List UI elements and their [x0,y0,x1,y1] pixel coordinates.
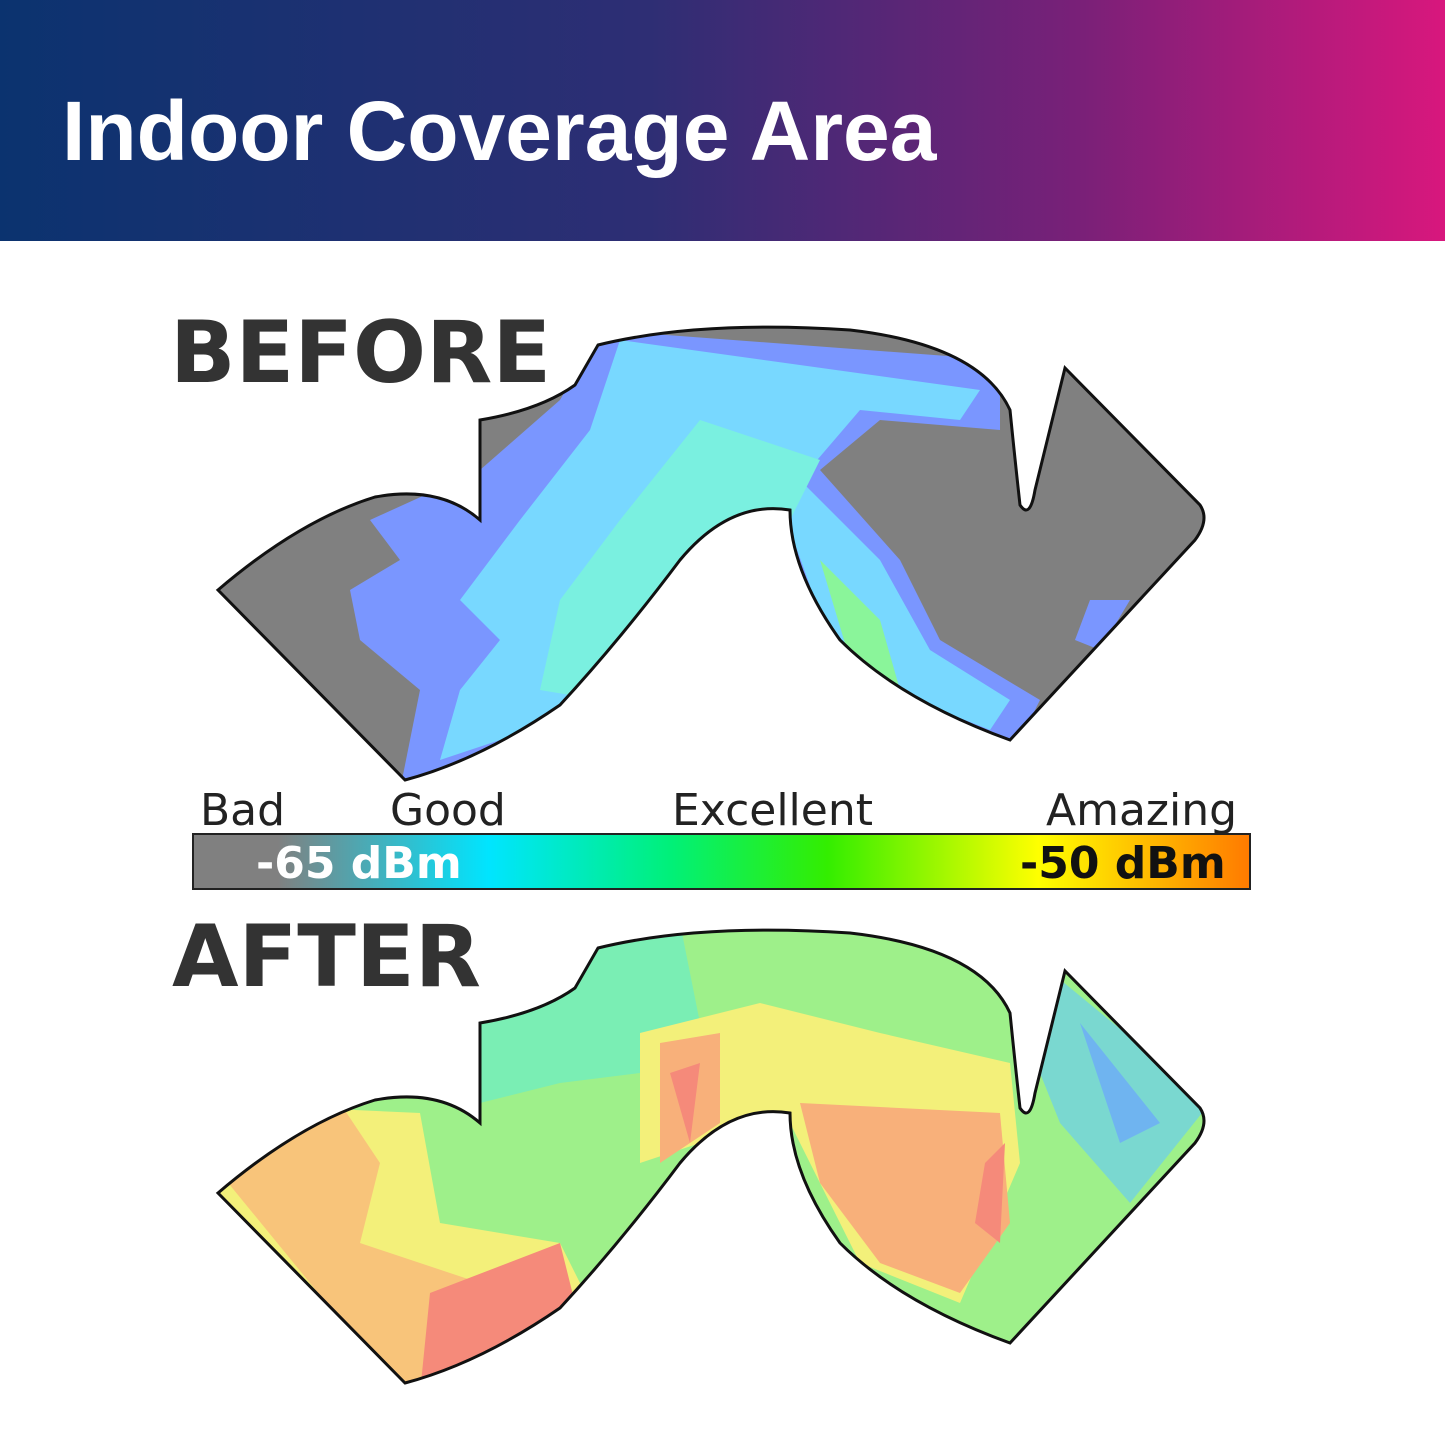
legend-level: Amazing [1046,785,1237,836]
before-label: BEFORE [170,303,551,403]
header-title: Indoor Coverage Area [62,84,938,178]
color-scale [192,833,1251,890]
legend-level: Excellent [672,785,873,836]
after-label: AFTER [172,907,481,1007]
header-band [0,0,1445,241]
scale-low: -65 dBm [256,838,462,889]
legend-level: Good [390,785,506,836]
legend-level: Bad [200,785,285,836]
scale-high: -50 dBm [1020,838,1226,889]
